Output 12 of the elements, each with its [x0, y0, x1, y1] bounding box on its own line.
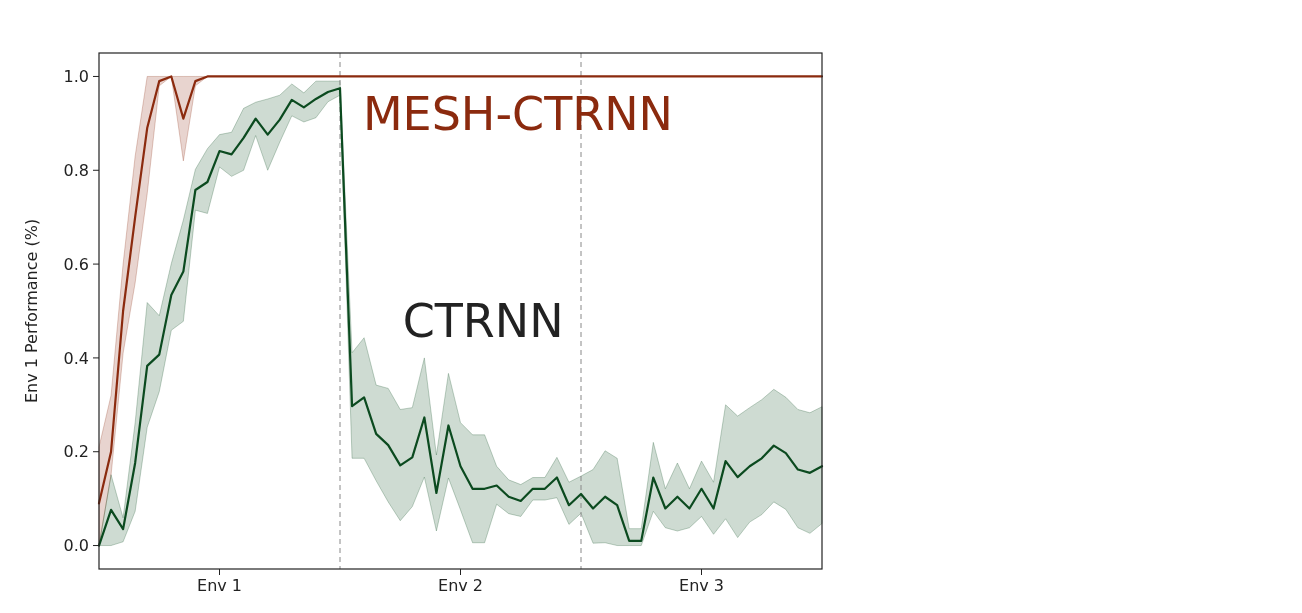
y-tick-label: 0.6 — [63, 254, 89, 274]
y-tick-label: 0.2 — [63, 442, 89, 462]
y-tick-label: 0.8 — [63, 160, 89, 180]
x-tick-label: Env 2 — [438, 576, 483, 595]
y-axis-title: Env 1 Performance (%) — [22, 218, 41, 404]
y-tick-label: 0.0 — [63, 536, 89, 556]
series-label: CTRNN — [402, 293, 564, 348]
y-tick-label: 1.0 — [63, 67, 89, 87]
y-tick-label: 0.4 — [63, 348, 89, 368]
series-label: MESH-CTRNN — [362, 87, 674, 142]
x-tick-label: Env 3 — [679, 576, 724, 595]
x-tick-label: Env 1 — [197, 576, 242, 595]
